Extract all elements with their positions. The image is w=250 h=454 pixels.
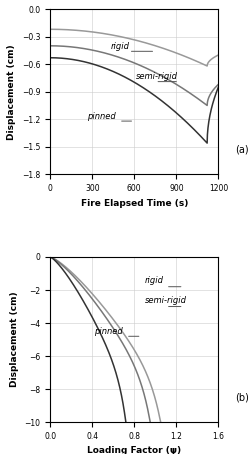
Y-axis label: Displacement (cm): Displacement (cm): [8, 44, 16, 139]
Text: semi-rigid: semi-rigid: [144, 296, 186, 305]
Text: (a): (a): [234, 144, 248, 154]
Text: (b): (b): [234, 392, 248, 402]
Text: rigid: rigid: [110, 42, 129, 50]
Text: pinned: pinned: [94, 327, 122, 336]
X-axis label: Loading Factor (ψ): Loading Factor (ψ): [87, 446, 180, 454]
Text: semi-rigid: semi-rigid: [135, 72, 177, 81]
Text: rigid: rigid: [144, 276, 163, 286]
X-axis label: Fire Elapsed Time (s): Fire Elapsed Time (s): [80, 198, 187, 207]
Y-axis label: Displacement (cm): Displacement (cm): [10, 292, 19, 387]
Text: pinned: pinned: [86, 112, 115, 121]
